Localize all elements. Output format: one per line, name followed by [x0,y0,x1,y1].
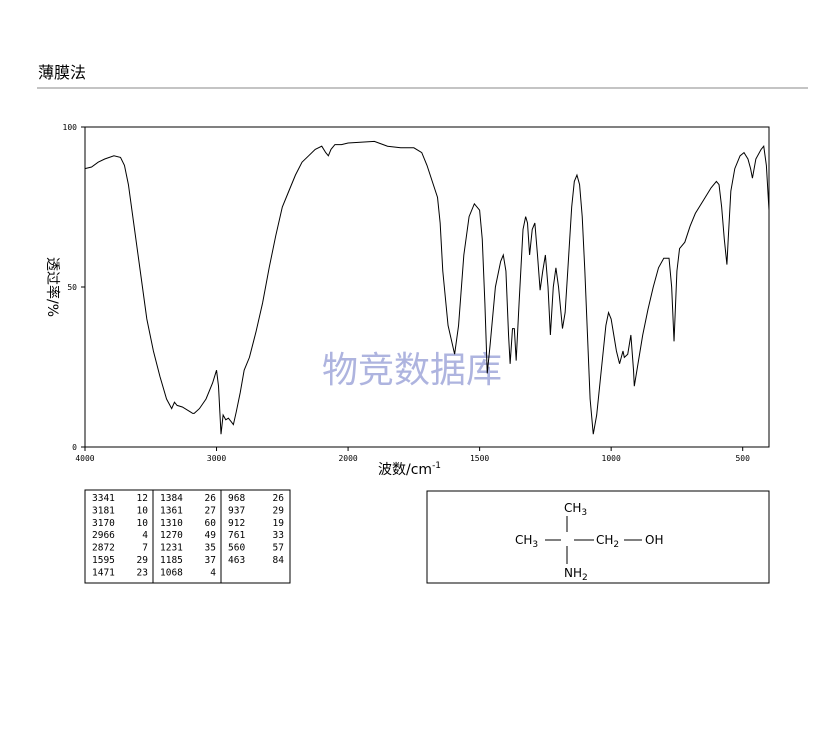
x-tick-label: 1000 [602,454,621,463]
table-cell: 49 [205,530,217,541]
table-cell: 3341 [92,493,115,504]
peak-table-frame [84,489,291,584]
table-cell: 12 [137,493,148,504]
bonds [545,516,642,564]
watermark: 物竞数据库 [322,350,502,391]
table-cell: 761 [228,530,245,541]
table-cell: 1384 [160,493,183,504]
table-cell: 1471 [92,567,115,578]
x-tick-label: 2000 [338,454,357,463]
y-tick-label: 0 [72,443,77,452]
table-cell: 26 [273,493,285,504]
table-cell: 912 [228,518,245,529]
atom-symbol: CH [515,533,532,547]
table-cell: 29 [137,555,149,566]
atom-subscript: 2 [582,573,588,583]
atom-symbol: CH [596,533,613,547]
table-cell: 2966 [92,530,115,541]
table-cell: 7 [142,543,148,554]
table-cell: 2872 [92,543,115,554]
table-cell: 29 [273,505,285,516]
table-cell: 33 [273,530,284,541]
atom-label: CH3 [564,501,587,518]
table-cell: 1310 [160,518,183,529]
atom-symbol: CH [564,501,581,515]
table-cell: 1185 [160,555,183,566]
atom-label: OH [645,533,663,547]
y-axis-label: 透过率/% [44,257,61,317]
atom-label: CH3 [515,533,538,550]
table-cell: 35 [205,543,216,554]
table-cell: 10 [137,518,149,529]
atom-subscript: 3 [581,508,587,518]
x-tick-label: 1500 [470,454,489,463]
x-tick-label: 500 [735,454,750,463]
table-cell: 4 [210,567,216,578]
x-tick-label: 4000 [75,454,94,463]
table-cell: 23 [137,567,148,578]
atom-symbol: OH [645,533,663,547]
table-cell: 84 [273,555,285,566]
x-tick-label: 3000 [207,454,226,463]
x-axis-label-sup: -1 [432,461,441,471]
atom-label: NH2 [564,566,588,583]
table-cell: 937 [228,505,245,516]
table-cell: 4 [142,530,148,541]
atom-label: CH2 [596,533,619,550]
x-axis-label-text: 波数/cm [378,462,432,478]
atom-subscript: 3 [532,540,538,550]
y-tick-label: 50 [67,283,77,292]
table-cell: 463 [228,555,245,566]
table-cell: 560 [228,543,245,554]
atom-subscript: 2 [613,540,619,550]
table-cell: 57 [273,543,284,554]
table-cell: 3170 [92,518,115,529]
table-cell: 10 [137,505,149,516]
spectrum-line [84,140,770,435]
table-cell: 1595 [92,555,115,566]
structure-frame [426,490,770,584]
table-cell: 968 [228,493,245,504]
y-tick-label: 100 [63,123,78,132]
table-cell: 1231 [160,543,183,554]
table-cell: 3181 [92,505,115,516]
table-cell: 27 [205,505,216,516]
table-cell: 26 [205,493,217,504]
table-cell: 1270 [160,530,183,541]
table-cell: 19 [273,518,285,529]
x-axis-label: 波数/cm-1 [378,461,441,478]
table-cell: 1068 [160,567,183,578]
atom-symbol: NH [564,566,582,580]
page-title: 薄膜法 [38,63,86,82]
table-cell: 60 [205,518,217,529]
table-cell: 37 [205,555,216,566]
table-cell: 1361 [160,505,183,516]
plot-frame [84,126,770,448]
